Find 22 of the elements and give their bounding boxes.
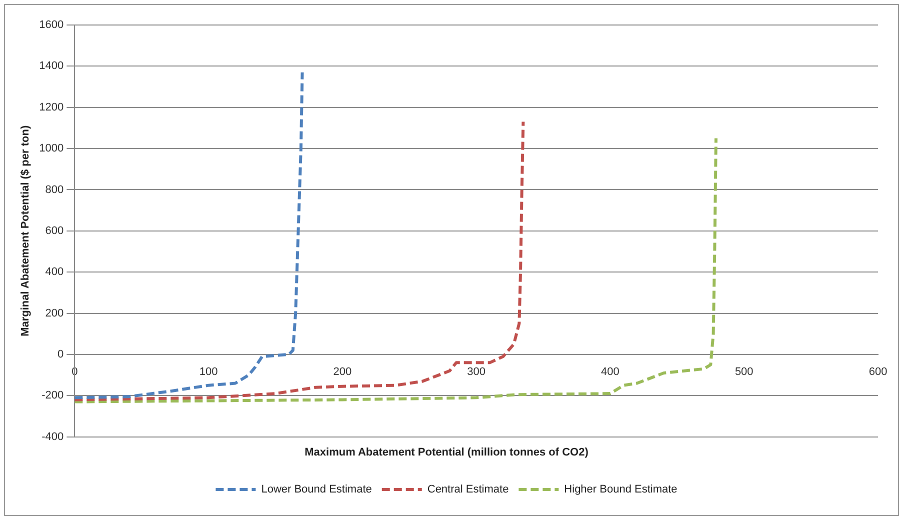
y-axis-title: Marginal Abatement Potential ($ per ton) bbox=[20, 125, 32, 336]
x-tick-label: 500 bbox=[734, 366, 754, 378]
x-tick-label: 300 bbox=[467, 366, 486, 378]
y-tick-label: 1400 bbox=[39, 60, 64, 72]
x-tick-label: 200 bbox=[333, 366, 352, 378]
y-tick-label: -400 bbox=[42, 430, 64, 443]
y-tick-label: 600 bbox=[45, 224, 64, 237]
x-tick-label: 400 bbox=[601, 366, 620, 378]
y-tick-label: 200 bbox=[45, 307, 64, 320]
y-tick-label: -200 bbox=[42, 390, 64, 402]
x-tick-label: 600 bbox=[868, 366, 888, 378]
y-tick-label: 400 bbox=[45, 266, 64, 278]
legend-label: Lower Bound Estimate bbox=[261, 484, 372, 496]
y-tick-label: 1200 bbox=[39, 101, 64, 114]
legend-label: Higher Bound Estimate bbox=[564, 484, 678, 496]
legend-label: Central Estimate bbox=[427, 484, 509, 496]
x-axis-title: Maximum Abatement Potential (million tonnes of CO2) bbox=[304, 446, 589, 458]
y-tick-label: 1600 bbox=[39, 19, 64, 32]
y-tick-label: 800 bbox=[45, 184, 64, 196]
x-tick-label: 100 bbox=[199, 366, 218, 378]
y-tick-label: 0 bbox=[58, 348, 64, 360]
y-tick-label: 1000 bbox=[39, 142, 64, 155]
